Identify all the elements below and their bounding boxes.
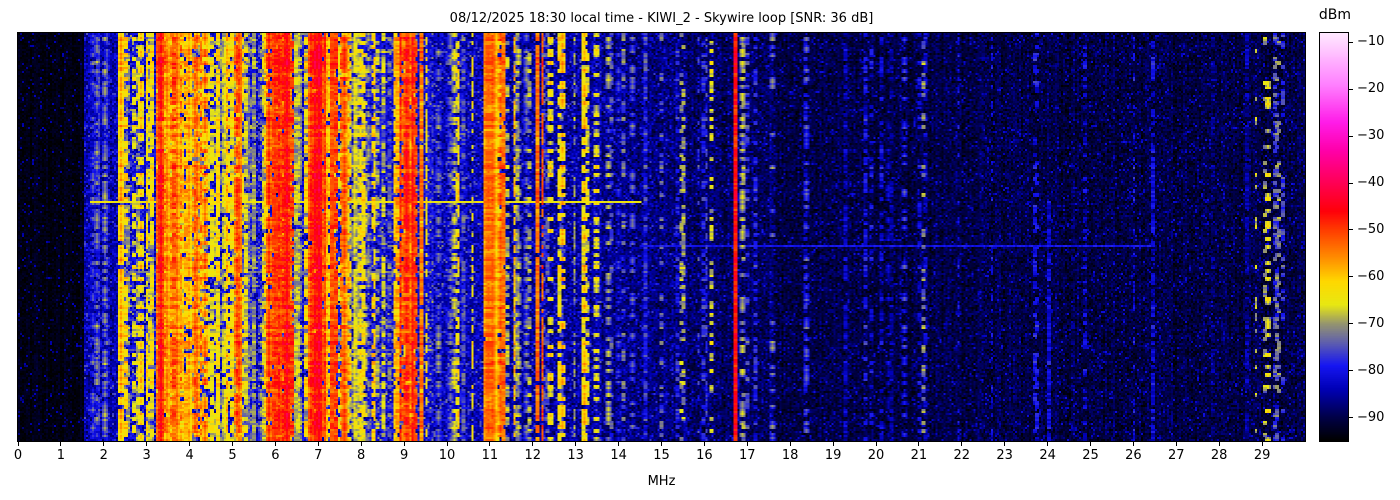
x-tick-mark <box>17 442 19 446</box>
x-tick-label: 15 <box>653 448 670 463</box>
x-tick-mark <box>1132 442 1134 446</box>
x-tick-label: 10 <box>438 448 456 463</box>
x-tick-mark <box>146 442 148 446</box>
colorbar-tick-label: −30 <box>1357 128 1385 144</box>
x-tick-mark <box>1218 442 1220 446</box>
x-tick-mark <box>1175 442 1177 446</box>
x-tick-label: 7 <box>314 448 323 463</box>
x-tick-label: 19 <box>824 448 842 463</box>
colorbar-label: dBm <box>1318 7 1352 23</box>
x-tick-label: 17 <box>739 448 756 463</box>
x-tick-mark <box>703 442 705 446</box>
colorbar-tick-label: −90 <box>1357 409 1385 425</box>
colorbar-tick-mark <box>1349 41 1353 43</box>
colorbar-tick-mark <box>1349 135 1353 137</box>
x-tick-label: 29 <box>1253 448 1271 463</box>
x-tick-mark <box>875 442 877 446</box>
x-tick-mark <box>403 442 405 446</box>
x-tick-mark <box>1261 442 1263 446</box>
colorbar-tick-mark <box>1349 370 1353 372</box>
x-tick-label: 22 <box>953 448 971 463</box>
x-tick-mark <box>360 442 362 446</box>
colorbar-tick-mark <box>1349 417 1353 419</box>
x-tick-label: 23 <box>996 448 1013 463</box>
x-tick-label: 26 <box>1125 448 1142 463</box>
colorbar-tick-mark <box>1349 182 1353 184</box>
colorbar-canvas <box>1320 33 1348 441</box>
x-tick-label: 12 <box>524 448 542 463</box>
x-tick-mark <box>532 442 534 446</box>
x-tick-label: 1 <box>56 448 66 463</box>
x-tick-mark <box>918 442 920 446</box>
x-tick-label: 5 <box>228 448 237 463</box>
colorbar-tick-label: −50 <box>1357 221 1385 237</box>
chart-title: 08/12/2025 18:30 local time - KIWI_2 - S… <box>449 11 874 26</box>
x-tick-label: 14 <box>610 448 627 463</box>
waterfall-canvas <box>18 33 1305 441</box>
colorbar-tick-mark <box>1349 276 1353 278</box>
colorbar-tick-label: −20 <box>1357 81 1385 97</box>
x-tick-mark <box>60 442 62 446</box>
x-tick-label: 6 <box>271 448 280 463</box>
x-tick-mark <box>232 442 233 446</box>
waterfall-plot <box>17 32 1306 442</box>
colorbar-tick-label: −70 <box>1357 315 1385 331</box>
x-tick-label: 25 <box>1082 448 1099 463</box>
x-tick-mark <box>661 442 662 446</box>
x-tick-mark <box>189 442 191 446</box>
colorbar-tick-label: −80 <box>1357 362 1385 378</box>
x-tick-mark <box>746 442 748 446</box>
x-tick-label: 28 <box>1210 448 1228 463</box>
colorbar-tick-label: −60 <box>1357 268 1385 284</box>
x-tick-label: 2 <box>99 448 108 463</box>
x-tick-label: 24 <box>1039 448 1056 463</box>
x-tick-label: 4 <box>185 448 194 463</box>
x-tick-label: 0 <box>13 448 23 463</box>
x-tick-label: 9 <box>399 448 409 463</box>
x-tick-mark <box>489 442 491 446</box>
x-tick-label: 21 <box>910 448 928 463</box>
colorbar-tick-label: −40 <box>1357 175 1385 191</box>
x-axis-label: MHz <box>647 474 676 489</box>
x-tick-label: 3 <box>142 448 151 463</box>
colorbar-tick-mark <box>1349 323 1353 325</box>
colorbar-tick-label: −10 <box>1357 34 1385 50</box>
x-tick-mark <box>832 442 834 446</box>
x-tick-mark <box>446 442 448 446</box>
x-tick-label: 20 <box>867 448 885 463</box>
x-tick-label: 13 <box>567 448 584 463</box>
colorbar-tick-mark <box>1349 88 1353 90</box>
x-tick-label: 8 <box>357 448 366 463</box>
x-tick-mark <box>789 442 791 446</box>
x-tick-label: 18 <box>781 448 799 463</box>
x-tick-label: 27 <box>1168 448 1185 463</box>
colorbar-tick-mark <box>1349 229 1353 231</box>
x-tick-mark <box>575 442 577 446</box>
x-tick-label: 11 <box>481 448 499 463</box>
x-tick-mark <box>1090 442 1091 446</box>
x-tick-mark <box>317 442 319 446</box>
x-tick-label: 16 <box>696 448 713 463</box>
x-tick-mark <box>961 442 963 446</box>
x-tick-mark <box>618 442 620 446</box>
x-tick-mark <box>274 442 276 446</box>
x-tick-mark <box>103 442 105 446</box>
x-tick-mark <box>1004 442 1006 446</box>
x-tick-mark <box>1047 442 1049 446</box>
colorbar <box>1319 32 1349 442</box>
